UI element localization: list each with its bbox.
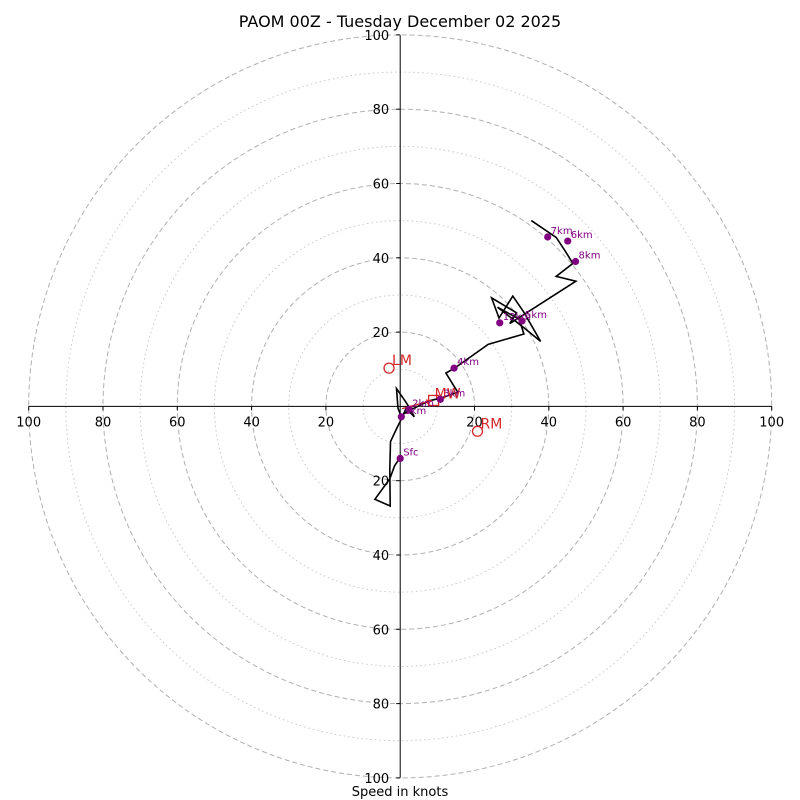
height-marker-label: 1km: [404, 406, 426, 417]
height-marker-dot: [518, 317, 526, 325]
height-marker-label: 4km: [457, 357, 479, 368]
height-marker-dot: [564, 237, 572, 245]
y-tick-label: 60: [373, 623, 390, 638]
height-marker-dot: [450, 364, 458, 372]
y-tick-label: 60: [373, 178, 390, 193]
height-marker-dot: [436, 395, 444, 403]
height-marker-label: 8km: [579, 251, 601, 262]
y-tick-label: 40: [373, 252, 390, 267]
tick-labels: 100 80 60 40 20 20 40 60 80 100100806040202040608…: [16, 29, 784, 787]
x-tick-label: 80: [689, 415, 706, 430]
y-tick-label: 20: [373, 326, 390, 341]
height-marker-label: Sfc: [403, 447, 418, 458]
height-marker-label: 6km: [571, 230, 593, 241]
x-tick-label: 100: [16, 415, 41, 430]
axes: [28, 35, 772, 778]
x-tick-label: 40: [243, 415, 260, 430]
height-marker-dot: [544, 233, 552, 241]
storm-motion-rm-marker: [471, 425, 484, 437]
y-tick-label: 80: [373, 698, 390, 713]
height-marker-label: 3km: [443, 388, 465, 399]
wind-trace: [373, 219, 578, 508]
y-tick-label: 40: [373, 549, 390, 564]
y-tick-label: 100: [364, 29, 389, 44]
x-tick-label: 80: [95, 415, 112, 430]
storm-motion-lm-label: LM: [392, 353, 412, 369]
height-marker-dot: [405, 405, 413, 413]
chart-title: PAOM 00Z - Tuesday December 02 2025: [239, 12, 561, 31]
x-tick-label: 60: [169, 415, 186, 430]
height-marker-label: 5km: [525, 310, 547, 321]
x-axis-label: Speed in knots: [352, 785, 449, 800]
height-marker-dot: [396, 454, 404, 463]
height-marker-label: 7km: [551, 226, 573, 237]
storm-motion-lm-marker: [383, 362, 395, 374]
height-marker-label: 2km: [412, 398, 434, 409]
y-tick-label: 80: [373, 103, 390, 118]
x-tick-label: 40: [541, 415, 558, 430]
height-marker-dot: [397, 413, 405, 421]
height-marker-dot: [571, 257, 580, 266]
x-tick-label: 100: [759, 415, 784, 430]
height-marker-label: 12km: [503, 312, 531, 323]
wind-trace-line: [373, 219, 578, 508]
x-tick-label: 20: [318, 415, 335, 430]
storm-motion-rm-label: RM: [480, 416, 502, 432]
y-tick-label: 100: [364, 772, 389, 787]
x-tick-label: 60: [615, 415, 632, 430]
height-marker-dot: [496, 319, 504, 327]
